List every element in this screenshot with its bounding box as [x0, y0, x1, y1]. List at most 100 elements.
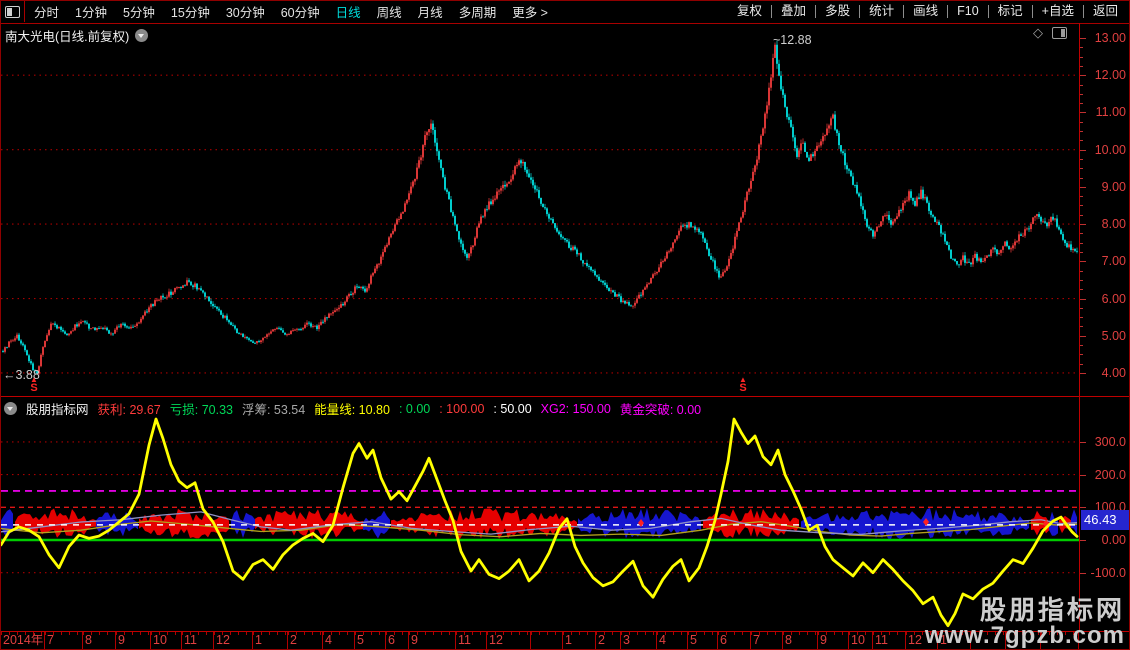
period-item[interactable]: 30分钟 [225, 6, 265, 20]
indicator-value-label: XG2: 150.00 [540, 401, 611, 416]
diamond-icon[interactable]: ◇ [1033, 25, 1043, 40]
indicator-chart[interactable] [1, 397, 1079, 632]
candlestick-chart[interactable] [1, 23, 1079, 396]
indicator-axis-label: 300.0 [1094, 434, 1126, 449]
period-item[interactable]: 周线 [376, 6, 402, 20]
time-axis-cell: 12 [906, 632, 938, 649]
axis-minor-tick [1080, 363, 1083, 365]
time-axis-cell: 4 [323, 632, 355, 649]
time-axis-cell [1041, 632, 1079, 649]
time-axis-cell: 4 [657, 632, 688, 649]
price-axis-label: 13.00 [1094, 31, 1126, 45]
price-axis-label: 8.00 [1101, 217, 1126, 232]
period-menu: 分时 1分钟 5分钟 15分钟 30分钟 60分钟 日线 周线 月线 多周期 更多 > [34, 1, 548, 22]
indicator-axis-label: -100.0 [1090, 565, 1126, 580]
period-item[interactable]: 5分钟 [122, 6, 155, 20]
time-axis: 2014年 7 8 9 10 11 12 1 2 4 5 6 9 11 12 1 2 3 4 5 6 7 8 9 10 11 12 1 [1, 631, 1129, 649]
indicator-axis: 46.43 300.0 200.0 100.0 0.00 -100.0 [1079, 397, 1129, 632]
axis-tick [1080, 540, 1086, 541]
time-axis-cell: 7 [751, 632, 783, 649]
signal-letter: S [739, 382, 747, 394]
axis-minor-tick [1080, 270, 1083, 272]
split-square-icon [5, 5, 20, 18]
period-item[interactable]: 日线 [335, 6, 361, 20]
high-price-annotation: ~12.88 [773, 33, 812, 47]
time-axis-cell: 9 [409, 632, 456, 649]
axis-tick [1080, 38, 1086, 39]
action-item[interactable]: 多股 [815, 5, 859, 18]
indicator-value-label: 亏损: 70.33 [169, 403, 233, 417]
panel-split-icon[interactable] [1052, 27, 1067, 39]
time-axis-cell: 1 [563, 632, 596, 649]
period-item[interactable]: 更多 > [512, 6, 548, 20]
axis-minor-tick [1080, 93, 1083, 95]
time-axis-cell: 12 [487, 632, 531, 649]
price-axis-label: 10.00 [1094, 142, 1126, 157]
time-axis-cell: 2 [596, 632, 621, 649]
action-item[interactable]: 标记 [987, 5, 1032, 18]
chevron-down-icon[interactable] [4, 402, 17, 415]
axis-minor-tick [1080, 205, 1083, 207]
period-item[interactable]: 多周期 [458, 6, 497, 20]
axis-tick [1080, 335, 1086, 337]
chart-title-row: 南大光电(日线.前复权) [5, 26, 149, 45]
indicator-value-label: 获利: 29.67 [97, 403, 161, 417]
axis-minor-tick [1080, 168, 1083, 170]
period-item[interactable]: 60分钟 [280, 6, 320, 20]
axis-minor-tick [1080, 47, 1083, 49]
time-axis-cell [971, 632, 1006, 649]
period-item[interactable]: 15分钟 [170, 6, 210, 20]
axis-tick [1080, 474, 1086, 476]
indicator-axis-label: 200.0 [1094, 467, 1126, 482]
action-item[interactable]: F10 [947, 5, 988, 18]
axis-minor-tick [1080, 214, 1083, 216]
period-item[interactable]: 分时 [34, 6, 60, 20]
action-item[interactable]: 返回 [1082, 5, 1127, 18]
price-axis-label: 9.00 [1101, 179, 1126, 194]
time-axis-cell: 5 [355, 632, 386, 649]
action-item[interactable]: 叠加 [771, 5, 815, 18]
time-axis-cell: 5 [688, 632, 718, 649]
axis-minor-tick [1080, 354, 1083, 356]
axis-minor-tick [1080, 131, 1083, 133]
price-axis-label: 4.00 [1101, 365, 1126, 380]
axis-minor-tick [1080, 279, 1083, 281]
axis-minor-tick [1080, 56, 1083, 58]
action-item[interactable]: 画线 [903, 5, 947, 18]
watermark: 股朋指标网 www.7gpzb.com [925, 597, 1125, 648]
axis-tick [1080, 507, 1086, 509]
period-item[interactable]: 1分钟 [75, 6, 107, 20]
panel-layout-icon[interactable] [1, 1, 25, 22]
indicator-value-label: : 100.00 [439, 401, 485, 416]
time-axis-cell: 11 [873, 632, 906, 649]
up-triangle-icon: ▲ [30, 375, 38, 384]
time-axis-cell: 9 [818, 632, 849, 649]
price-axis-label: 5.00 [1101, 328, 1126, 343]
top-toolbar: 分时 1分钟 5分钟 15分钟 30分钟 60分钟 日线 周线 月线 多周期 更多 > 复权 叠加 多股… [1, 1, 1129, 24]
indicator-value-label: : 50.00 [493, 401, 532, 416]
axis-tick [1080, 149, 1086, 151]
axis-tick [1080, 261, 1086, 263]
action-item[interactable]: 复权 [737, 4, 763, 18]
axis-minor-tick [1080, 345, 1083, 347]
axis-tick [1080, 572, 1086, 574]
signal-letter: S [30, 382, 38, 394]
time-axis-cell: 6 [386, 632, 409, 649]
chart-title: 南大光电(日线.前复权) [5, 30, 130, 44]
time-axis-cell: 11 [456, 632, 487, 649]
period-item[interactable]: 月线 [417, 6, 443, 20]
action-menu: 复权 叠加 多股 统计 画线 F10 标记 +自选 返回 [728, 1, 1127, 22]
time-axis-cell: 11 [182, 632, 214, 649]
axis-minor-tick [1080, 233, 1083, 235]
indicator-value-label: : 0.00 [398, 401, 431, 416]
action-item[interactable]: 统计 [859, 5, 903, 18]
indicator-header: 股朋指标网 获利: 29.67 亏损: 70.33 浮筹: 53.54 能量线: 10… [4, 399, 701, 418]
indicator-source-label: 股朋指标网 [26, 403, 89, 417]
time-axis-cell: 2 [288, 632, 323, 649]
axis-tick [1080, 75, 1086, 77]
axis-minor-tick [1080, 242, 1083, 244]
action-item[interactable]: +自选 [1031, 5, 1083, 18]
chart-corner-icons: ◇ [1033, 25, 1067, 41]
chevron-down-icon[interactable] [135, 29, 149, 42]
time-axis-cell: 1 [253, 632, 288, 649]
